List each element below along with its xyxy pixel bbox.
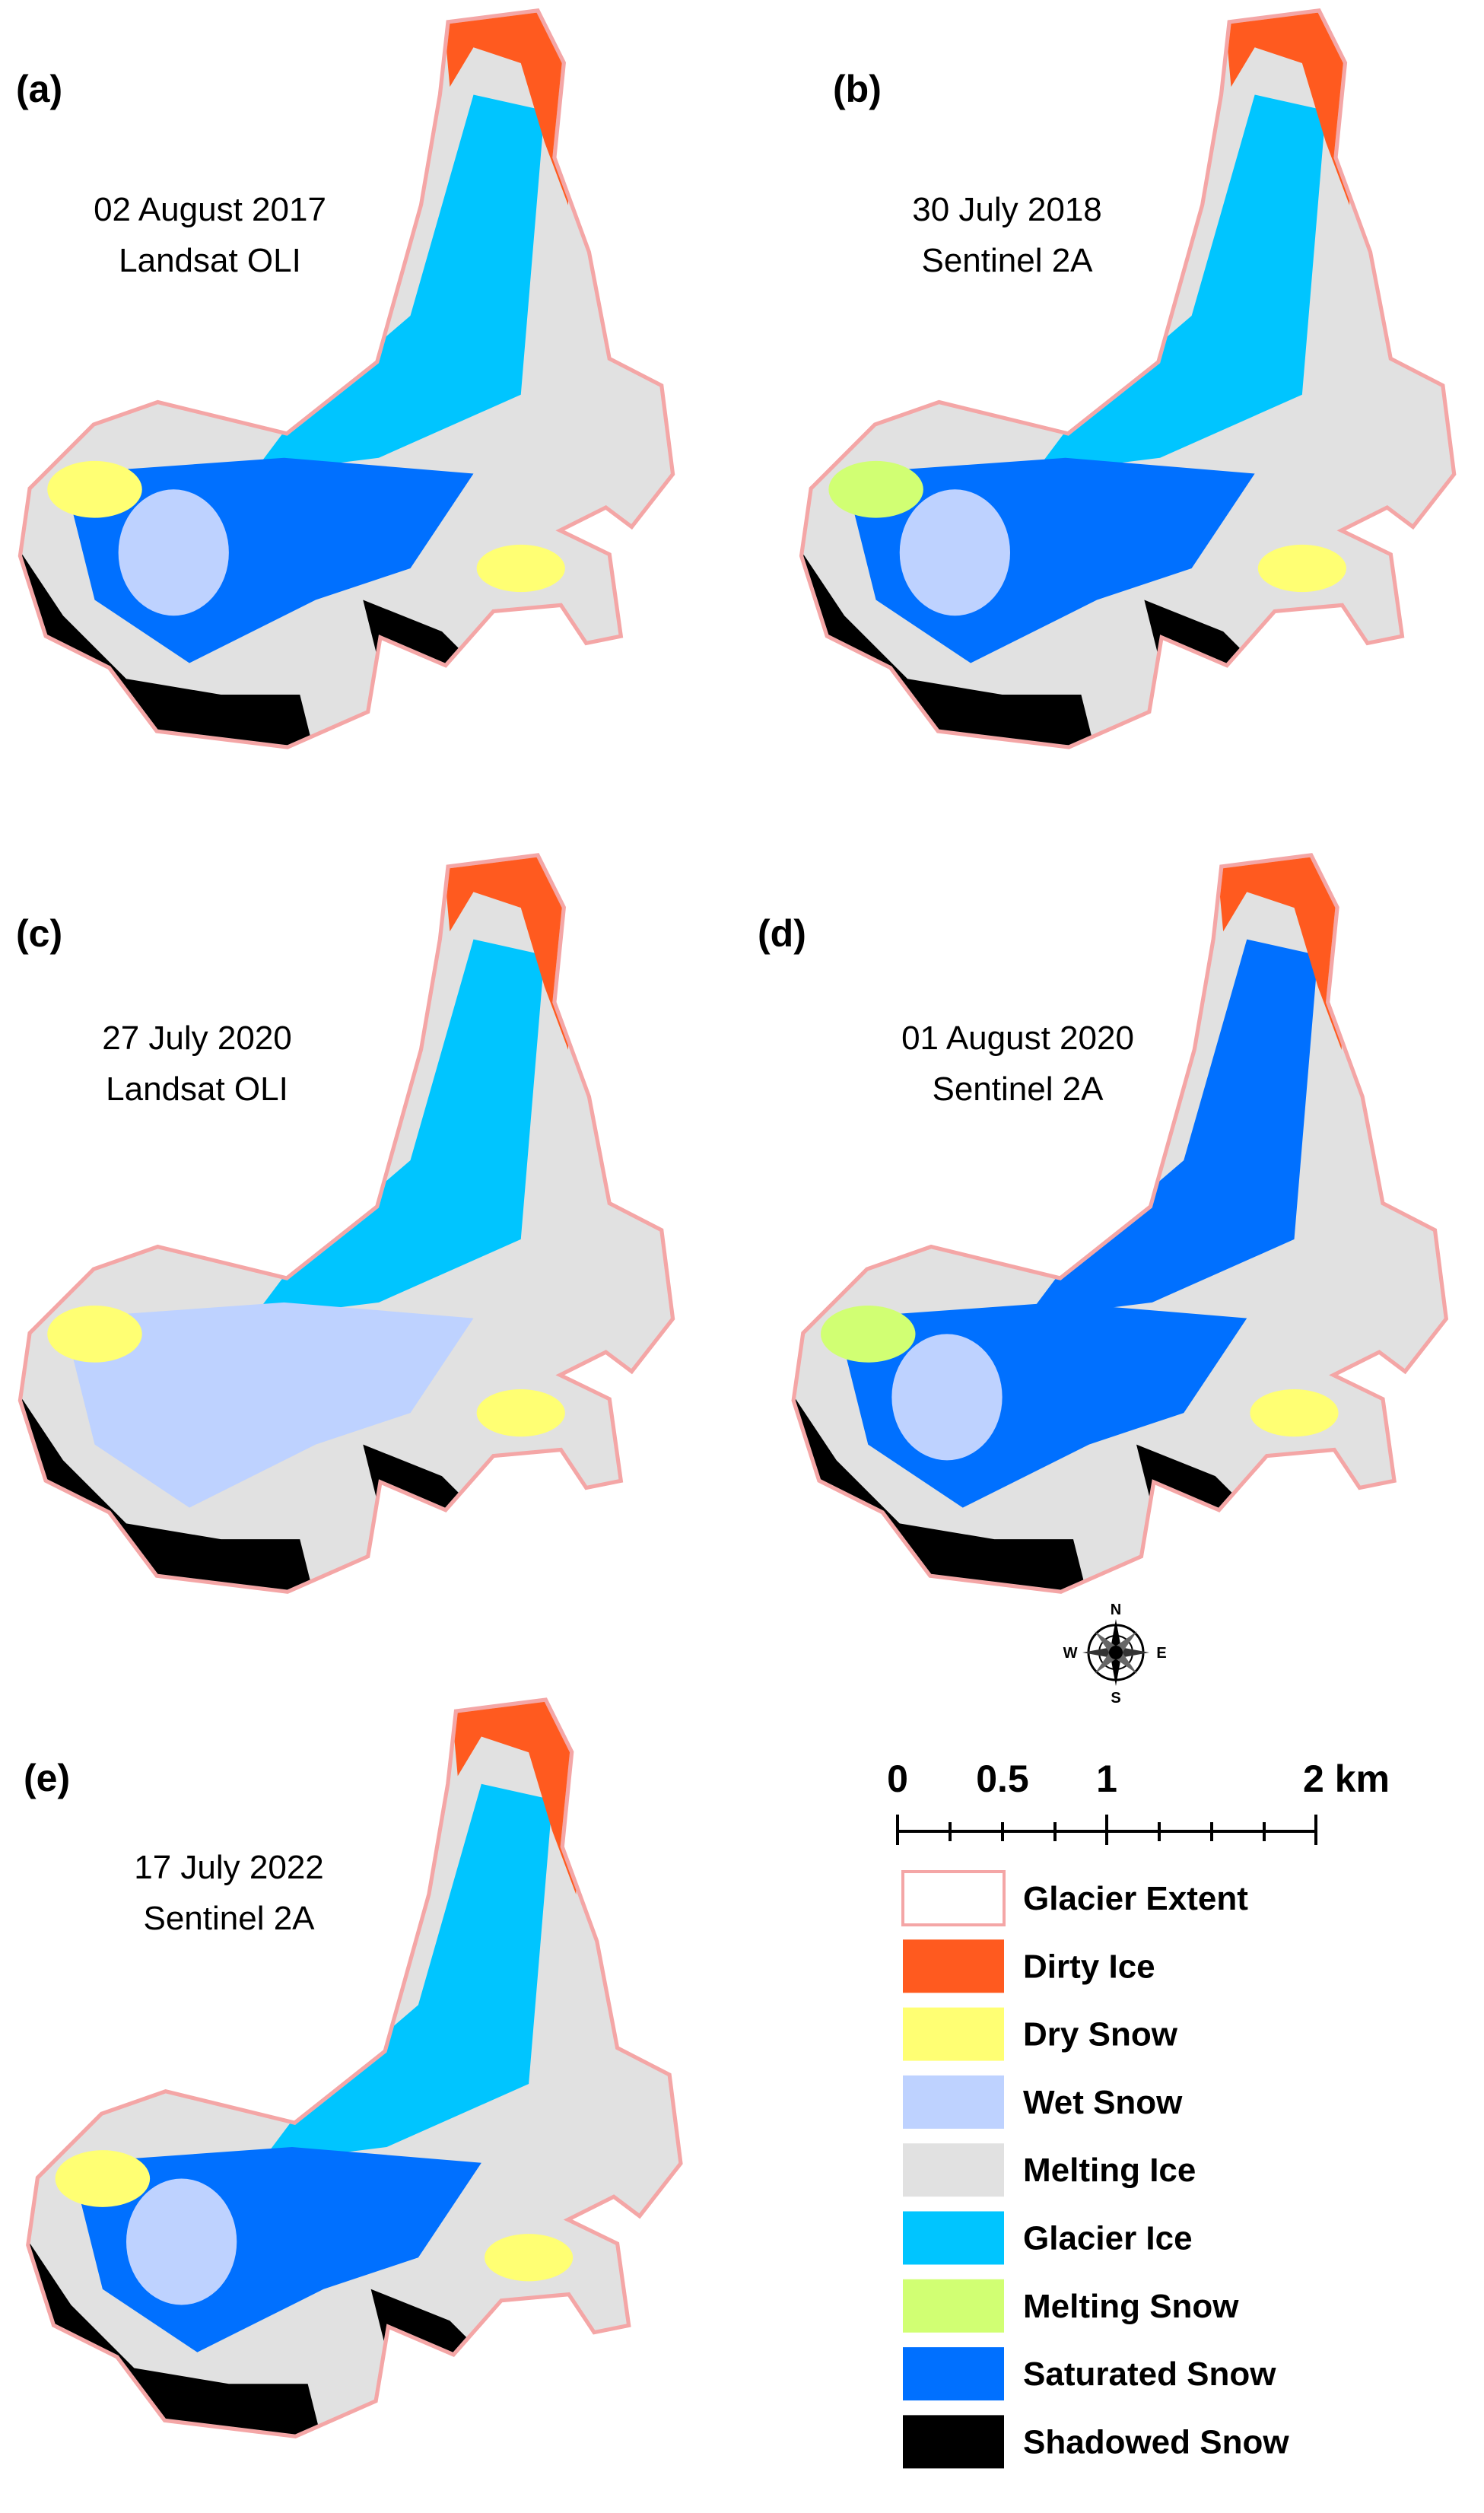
compass-south: S <box>1111 1690 1120 1707</box>
glacier-map <box>774 845 1468 1602</box>
sensor-name: Landsat OLI <box>119 242 301 279</box>
acquisition-date: 02 August 2017 <box>94 191 326 228</box>
legend-swatch <box>903 2347 1004 2401</box>
panel-label: (b) <box>833 68 882 110</box>
dirty-ice <box>442 857 569 1050</box>
dry-snow <box>476 544 565 593</box>
legend-swatch <box>903 2075 1004 2129</box>
glacier-map <box>8 1689 702 2447</box>
dry-or-melting-snow <box>47 1306 142 1363</box>
scale-label: 0.5 <box>976 1758 1029 1800</box>
glacier-map <box>781 0 1476 758</box>
dirty-ice <box>1215 857 1342 1050</box>
dirty-ice <box>450 1701 577 1895</box>
scale-label: 1 <box>1096 1758 1117 1800</box>
dirty-ice <box>1223 12 1350 205</box>
legend-swatch <box>903 2415 1004 2469</box>
legend-label: Glacier Ice <box>1023 2220 1193 2257</box>
acquisition-date: 01 August 2020 <box>901 1020 1134 1057</box>
glacier-ice <box>253 939 545 1319</box>
legend-label: Dry Snow <box>1023 2016 1178 2053</box>
compass: N S E W <box>1063 1602 1167 1707</box>
wet-snow <box>899 489 1010 616</box>
dry-or-melting-snow <box>828 460 923 518</box>
dry-snow <box>1257 544 1346 593</box>
glacier-ice <box>1034 94 1326 474</box>
sensor-name: Sentinel 2A <box>143 1900 315 1937</box>
panel-label: (c) <box>16 912 62 955</box>
legend-label: Saturated Snow <box>1023 2356 1276 2393</box>
legend-label: Shadowed Snow <box>1023 2423 1289 2461</box>
wet-snow <box>118 1334 229 1461</box>
scale-bar <box>896 1815 1317 1845</box>
sensor-name: Sentinel 2A <box>932 1070 1104 1108</box>
glacier-ice <box>253 94 545 474</box>
glacier-map <box>0 0 694 758</box>
panel-label: (e) <box>24 1757 70 1799</box>
compass-east: E <box>1156 1645 1166 1662</box>
dry-or-melting-snow <box>55 2150 151 2207</box>
dry-snow <box>1250 1389 1339 1437</box>
legend-swatch <box>903 2143 1004 2197</box>
legend: Glacier Extent Dirty Ice Dry Snow Wet Snow M… <box>901 1870 1289 2469</box>
legend-swatch <box>903 2007 1004 2061</box>
dry-snow <box>485 2234 574 2282</box>
legend-swatch <box>903 1939 1004 1993</box>
compass-west: W <box>1063 1645 1078 1662</box>
wet-snow <box>118 489 229 616</box>
glacier-ice <box>1025 939 1318 1319</box>
scale-label: 0 <box>887 1758 908 1800</box>
panel-label: (d) <box>758 912 806 955</box>
sensor-name: Sentinel 2A <box>921 242 1093 279</box>
glacier-ice <box>260 1783 553 2163</box>
wet-snow <box>891 1334 1003 1461</box>
dirty-ice <box>442 12 569 205</box>
acquisition-date: 30 July 2018 <box>912 191 1102 228</box>
dry-or-melting-snow <box>821 1306 916 1363</box>
legend-label: Melting Ice <box>1023 2152 1196 2189</box>
sensor-name: Landsat OLI <box>106 1070 288 1108</box>
legend-swatch <box>901 1870 1006 1926</box>
glacier-map <box>0 845 694 1602</box>
legend-swatch <box>903 2211 1004 2265</box>
legend-label: Wet Snow <box>1023 2084 1183 2121</box>
legend-label: Glacier Extent <box>1023 1880 1248 1917</box>
acquisition-date: 17 July 2022 <box>134 1849 324 1886</box>
wet-snow <box>126 2178 237 2305</box>
legend-swatch <box>903 2279 1004 2333</box>
compass-north: N <box>1111 1602 1121 1618</box>
legend-label: Dirty Ice <box>1023 1948 1155 1985</box>
dry-snow <box>476 1389 565 1437</box>
dry-or-melting-snow <box>47 460 142 518</box>
panel-label: (a) <box>16 68 62 110</box>
scale-label: 2 km <box>1303 1758 1390 1800</box>
acquisition-date: 27 July 2020 <box>102 1020 292 1057</box>
legend-label: Melting Snow <box>1023 2288 1239 2325</box>
